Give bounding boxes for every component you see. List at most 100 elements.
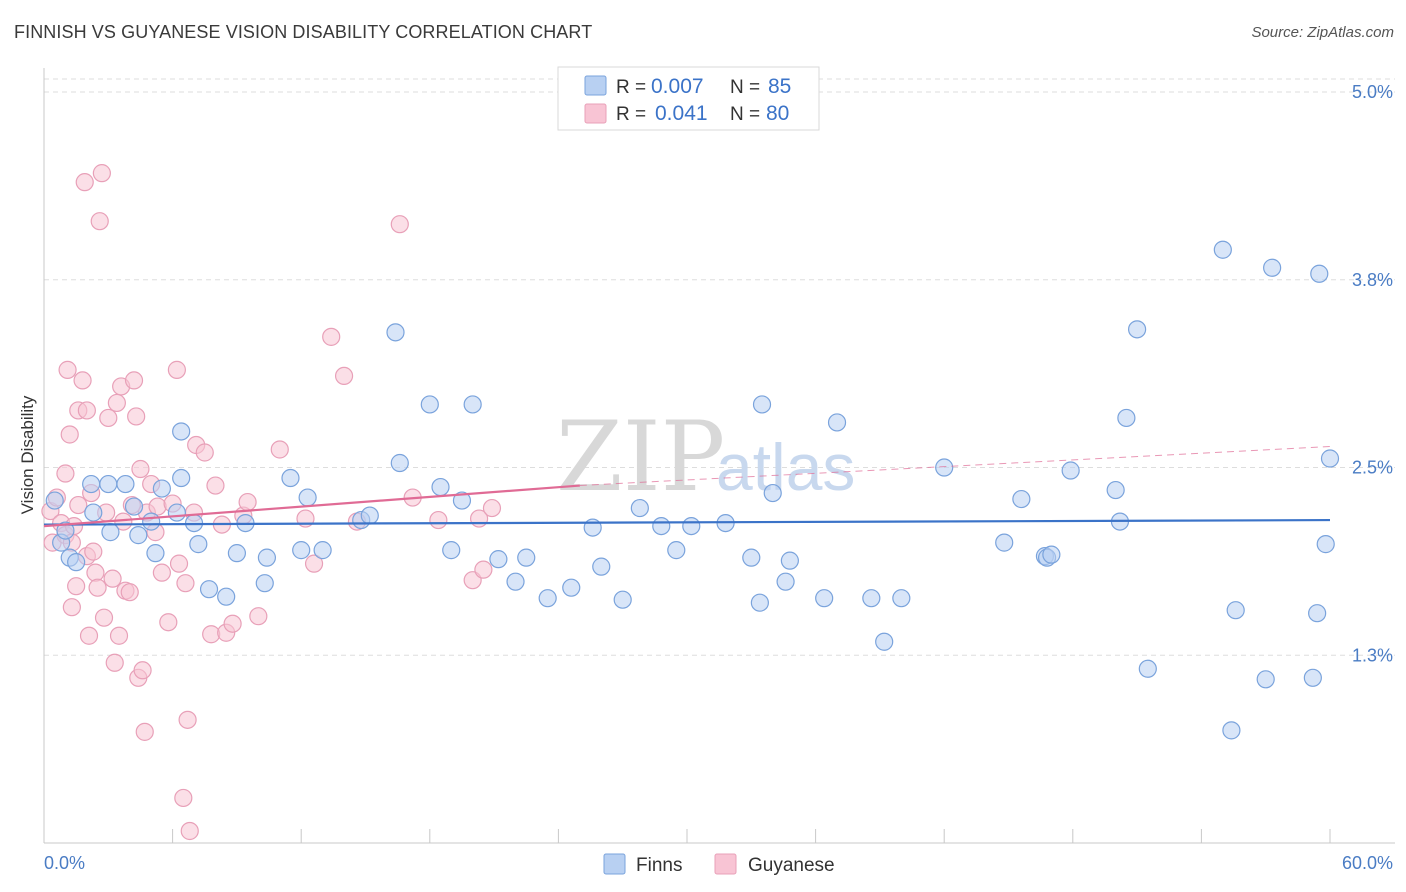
y-tick-label: 5.0% — [1352, 82, 1393, 102]
finns-point — [152, 479, 171, 498]
finns-point — [827, 413, 847, 432]
finns-point — [1127, 320, 1147, 339]
axes — [43, 68, 1395, 844]
finns-point — [776, 572, 795, 591]
guyanese-point — [77, 401, 96, 420]
finns-point — [1106, 480, 1125, 500]
finns-point — [630, 498, 649, 518]
finns-point — [463, 395, 482, 414]
finns-point — [862, 589, 881, 608]
y-tick-labels: 1.3% 2.5% 3.8% 5.0% — [1352, 82, 1393, 665]
guyanese-point — [56, 464, 75, 483]
guyanese-point — [390, 215, 409, 234]
watermark-atlas: atlas — [716, 430, 855, 504]
finns-point — [892, 589, 911, 608]
y-tick-label: 1.3% — [1352, 645, 1393, 665]
finns-point — [227, 544, 246, 563]
guyanese-point — [75, 173, 94, 192]
guyanese-point — [120, 583, 139, 602]
guyanese-trend-line — [43, 484, 580, 528]
finns-point — [67, 553, 86, 572]
finns-point — [431, 477, 450, 497]
guyanese-point — [474, 560, 493, 579]
finns-point — [1316, 535, 1335, 554]
finns-point — [452, 491, 472, 510]
finns-point — [199, 580, 219, 599]
guyanese-point — [152, 563, 171, 582]
guyanese-point — [103, 569, 122, 588]
guyanese-point — [238, 492, 257, 512]
guyanese-point — [94, 608, 114, 627]
finns-point — [124, 497, 144, 516]
guyanese-point — [79, 626, 99, 645]
guyanese-point — [62, 598, 81, 617]
finns-point — [172, 468, 191, 488]
guyanese-point — [109, 626, 129, 645]
finns-point — [255, 574, 274, 593]
finns-point — [1320, 449, 1340, 468]
finns-point — [750, 593, 769, 612]
guyanese-point — [176, 574, 195, 593]
series-guyanese — [41, 164, 502, 841]
finns-point — [116, 474, 135, 494]
finns-point — [995, 533, 1014, 552]
finns-point — [142, 512, 161, 531]
finns-point — [1213, 240, 1232, 259]
finns-trend-line — [43, 518, 1331, 526]
guyanese-point — [60, 425, 79, 444]
guyanese-point — [174, 788, 193, 808]
guyanese-point — [202, 625, 221, 644]
guyanese-point — [322, 327, 341, 346]
finns-point — [1256, 670, 1275, 689]
finns-point — [780, 551, 799, 570]
legend-swatch-finns — [584, 75, 607, 96]
guyanese-point — [159, 613, 178, 632]
finns-point — [752, 395, 772, 414]
finns-point — [45, 491, 64, 510]
finns-point — [84, 503, 103, 522]
finns-point — [815, 589, 834, 608]
finns-point — [1310, 264, 1329, 283]
guyanese-point — [73, 371, 92, 390]
guyanese-point — [304, 554, 324, 573]
finns-point — [1042, 545, 1061, 564]
bottom-legend-swatch-finns — [603, 853, 626, 875]
legend-swatch-guyanese — [584, 103, 607, 124]
x-tick-labels: 0.0% 60.0% — [44, 853, 1393, 873]
finns-point — [82, 474, 101, 494]
guyanese-point — [58, 360, 77, 379]
finns-point — [56, 521, 75, 540]
source-label: Source: ZipAtlas.com — [1251, 24, 1394, 41]
guyanese-point — [169, 554, 189, 573]
watermark-zip: ZIP — [556, 401, 725, 513]
legend-guyanese-n-label: N = — [730, 104, 760, 125]
finns-point — [386, 323, 405, 342]
guyanese-point — [223, 614, 242, 633]
finns-point — [313, 541, 332, 560]
guyanese-point — [105, 653, 124, 672]
guyanese-point — [270, 440, 289, 459]
legend-guyanese-n-value: 80 — [766, 102, 789, 125]
watermark: ZIP atlas — [556, 401, 855, 513]
guyanese-point — [195, 443, 214, 462]
finns-point — [506, 572, 525, 591]
guyanese-point — [180, 821, 199, 841]
y-tick-label: 2.5% — [1352, 458, 1393, 478]
series-finns — [45, 240, 1340, 740]
finns-point — [217, 587, 236, 606]
guyanese-point — [135, 722, 154, 741]
finns-point — [667, 541, 686, 560]
finns-point — [360, 506, 379, 525]
finns-point — [101, 523, 120, 542]
guyanese-point — [127, 407, 146, 426]
finns-point — [613, 590, 632, 609]
finns-point — [538, 589, 557, 608]
legend-finns-r-value: 0.007 — [651, 75, 704, 98]
guyanese-point — [178, 710, 197, 729]
finns-point — [1061, 461, 1080, 480]
finns-point — [281, 468, 300, 488]
guyanese-point — [86, 563, 105, 582]
grid-lines — [44, 78, 1395, 656]
finns-point — [99, 474, 118, 494]
guyanese-point — [67, 577, 86, 596]
